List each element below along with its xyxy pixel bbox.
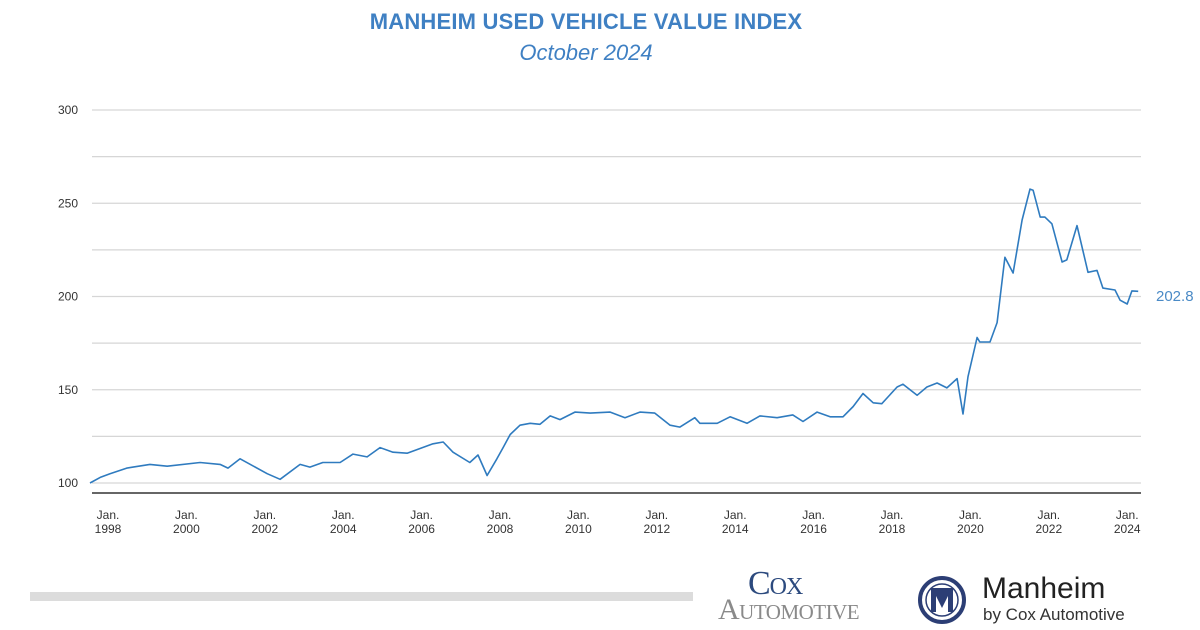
x-tick-label-year: 2014: [722, 522, 749, 536]
y-tick-label: 100: [58, 476, 78, 490]
x-tick-label-year: 2020: [957, 522, 984, 536]
y-axis-ticks: 100 150 200 250 300: [58, 103, 78, 490]
x-tick-label-month: Jan.: [645, 508, 668, 522]
x-tick-label-year: 2004: [330, 522, 357, 536]
x-tick-label-year: 2018: [879, 522, 906, 536]
x-tick-label-year: 2006: [408, 522, 435, 536]
x-tick-label-month: Jan.: [959, 508, 982, 522]
x-tick-label-year: 2008: [487, 522, 514, 536]
manheim-m-icon: [918, 576, 966, 624]
end-value-label: 202.8: [1156, 288, 1194, 305]
chart-title: MANHEIM USED VEHICLE VALUE INDEX: [369, 9, 803, 34]
manheim-logo-name: Manheim: [982, 572, 1106, 605]
x-tick-label-month: Jan.: [489, 508, 512, 522]
cox-logo-line1: Cox: [748, 565, 803, 602]
x-tick-label-month: Jan.: [724, 508, 747, 522]
chart-subtitle: October 2024: [519, 40, 653, 65]
x-tick-label-month: Jan.: [567, 508, 590, 522]
x-tick-label-month: Jan.: [253, 508, 276, 522]
manheim-logo-tagline: by Cox Automotive: [983, 605, 1125, 624]
x-tick-label-year: 2016: [800, 522, 827, 536]
y-tick-label: 300: [58, 103, 78, 117]
x-tick-label-year: 2002: [251, 522, 278, 536]
x-tick-label-month: Jan.: [175, 508, 198, 522]
index-line: [89, 188, 1139, 484]
x-axis-ticks: Jan.1998Jan.2000Jan.2002Jan.2004Jan.2006…: [95, 508, 1141, 536]
x-tick-label-month: Jan.: [1037, 508, 1060, 522]
x-tick-label-month: Jan.: [1116, 508, 1139, 522]
x-tick-label-month: Jan.: [97, 508, 120, 522]
x-tick-label-month: Jan.: [802, 508, 825, 522]
y-tick-label: 200: [58, 290, 78, 304]
x-tick-label-year: 2022: [1035, 522, 1062, 536]
x-tick-label-month: Jan.: [410, 508, 433, 522]
x-tick-label-year: 2010: [565, 522, 592, 536]
cox-logo-line2: Automotive: [718, 593, 860, 626]
x-tick-label-year: 2000: [173, 522, 200, 536]
x-tick-label-year: 2024: [1114, 522, 1141, 536]
gridlines: [92, 109, 1141, 484]
x-tick-label-year: 1998: [95, 522, 122, 536]
x-tick-label-year: 2012: [643, 522, 670, 536]
x-tick-label-month: Jan.: [332, 508, 355, 522]
y-tick-label: 150: [58, 383, 78, 397]
cox-automotive-logo: Cox Automotive: [718, 565, 860, 626]
footer-bar: [30, 592, 693, 601]
x-tick-label-month: Jan.: [881, 508, 904, 522]
y-tick-label: 250: [58, 196, 78, 210]
